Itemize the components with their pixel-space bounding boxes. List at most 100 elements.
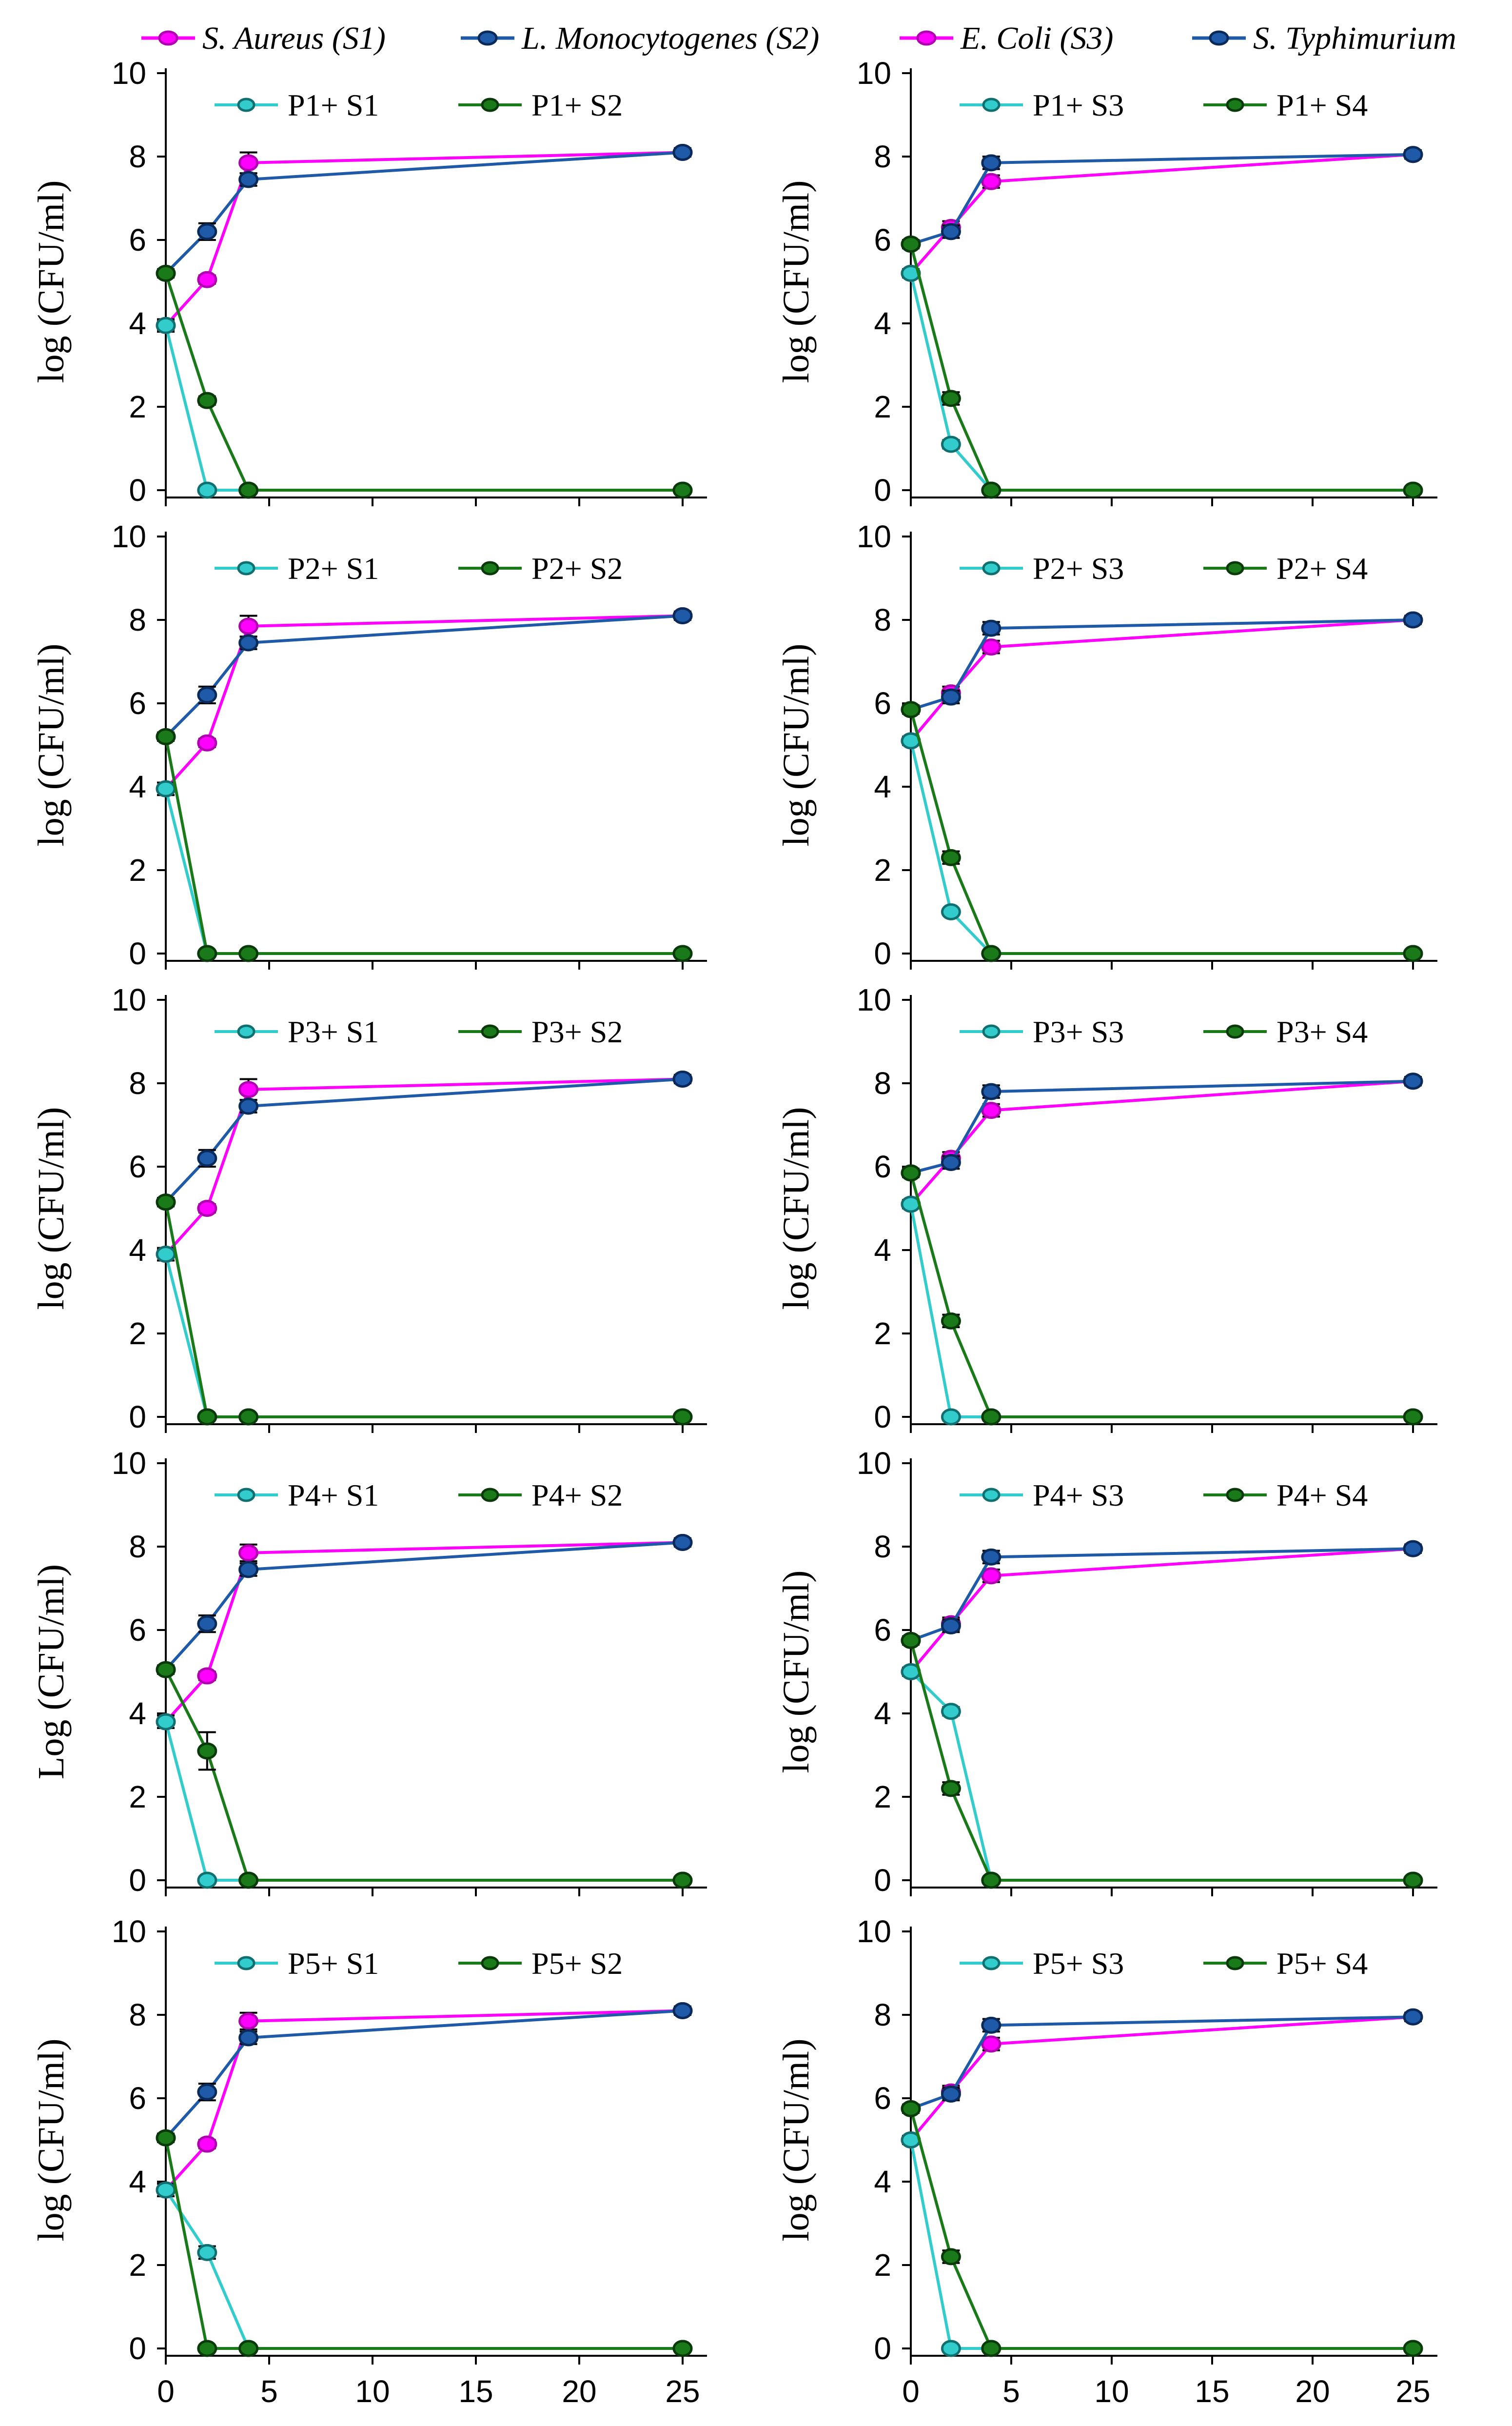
data-point [672,1871,693,1889]
x-tick-label: 0 [902,2374,920,2409]
series-line [164,1721,683,1882]
x-tick-label: 5 [1002,2374,1020,2409]
data-point [238,1081,259,1098]
series-line [164,2137,683,2350]
series-line [164,1541,683,1671]
data-point [197,223,217,240]
data-point [672,143,693,161]
y-tick-label: 2 [129,853,146,888]
panel-legend-marker [982,98,1001,112]
y-axis-label: log (CFU/ml) [31,180,72,383]
data-point [981,1083,1001,1100]
x-tick-label: 25 [665,2374,700,2409]
top-legend-marker [158,30,178,46]
y-tick-label: 2 [874,853,891,888]
y-tick-label: 8 [129,1066,146,1101]
data-point [197,1871,217,1889]
data-point [941,2340,961,2357]
series-line [164,1202,683,1418]
x-tick-label: 10 [355,2374,390,2409]
top-legend-label: S. Aureus (S1) [202,20,386,56]
data-point [941,223,961,240]
panel-legend-marker [481,1488,499,1502]
data-point [156,728,176,745]
data-point [238,1544,259,1562]
series-line [164,788,683,955]
panel-legend-label: P4+ S4 [1276,1478,1368,1512]
data-point [981,945,1001,962]
data-point [981,1548,1001,1566]
x-tick-label: 25 [1395,2374,1430,2409]
y-axis-label: Log (CFU/ml) [31,1564,72,1779]
y-tick-label: 2 [874,2247,891,2283]
data-point [197,1615,217,1632]
y-tick-label: 0 [129,936,146,971]
y-tick-label: 10 [112,982,146,1017]
panel-legend-marker [481,561,499,576]
data-point [981,173,1001,190]
y-tick-label: 2 [129,389,146,424]
top-legend-label: S. Typhimurium [1253,20,1456,56]
data-point [1403,1073,1423,1090]
y-tick-label: 8 [874,1997,891,2032]
panel-legend-label: P3+ S1 [288,1014,379,1049]
panel-legend-label: P3+ S4 [1276,1014,1368,1049]
y-tick-label: 10 [857,1446,891,1481]
data-point [238,171,259,188]
data-point [941,1780,961,1797]
y-axis-label: log (CFU/ml) [31,2039,72,2242]
panel-legend-label: P4+ S2 [531,1478,623,1512]
panel-legend-label: P5+ S2 [531,1946,623,1981]
y-tick-label: 2 [129,2247,146,2283]
y-tick-label: 0 [129,473,146,508]
panel-legend-label: P3+ S2 [531,1014,623,1049]
series-line [164,2009,683,2139]
data-point [238,945,259,962]
chart-panel: 0 2 4 6 8 10 Log (CFU/ml) P4+ S1 P4+ S2 [31,1446,707,1898]
data-point [1403,611,1423,629]
data-point [238,1871,259,1889]
data-point [1403,2008,1423,2026]
top-legend-marker [1209,30,1229,46]
series-line [909,1204,1413,1418]
y-tick-label: 6 [129,222,146,258]
y-tick-label: 8 [129,139,146,174]
panel-legend-label: P4+ S1 [288,1478,379,1512]
y-axis-label: log (CFU/ml) [776,644,817,847]
top-legend: S. Aureus (S1) L. Monocytogenes (S2) E. Co… [141,20,1456,56]
data-point [197,2135,217,2153]
chart-panel: 0 2 4 6 8 10 log (CFU/ml) P3+ S3 P3+ S4 [776,982,1437,1434]
series-line [164,2189,683,2350]
series-line [909,1547,1414,1673]
data-point [197,734,217,752]
panel-legend-label: P2+ S2 [531,551,623,586]
y-tick-label: 2 [129,1316,146,1351]
y-tick-label: 4 [874,2164,891,2199]
data-point [672,945,693,962]
data-point [981,1871,1001,1889]
y-tick-label: 0 [129,1399,146,1434]
panel-legend-label: P2+ S1 [288,551,379,586]
y-tick-label: 2 [874,1316,891,1351]
panel-legend-label: P1+ S1 [288,88,379,122]
y-tick-label: 8 [129,602,146,637]
y-tick-label: 6 [874,686,891,721]
series-line [164,273,683,492]
data-point [901,1164,921,1182]
series-line [909,1173,1413,1418]
data-point [981,481,1001,499]
y-tick-label: 8 [129,1997,146,2032]
data-point [197,392,217,409]
series-line [909,1640,1413,1882]
series-line [164,2009,683,2191]
panel-legend-marker [237,1024,255,1039]
y-tick-label: 4 [129,1696,146,1731]
data-point [1403,2340,1423,2357]
panel-legend-label: P5+ S4 [1276,1946,1368,1981]
y-tick-label: 6 [874,2081,891,2116]
data-point [238,2012,259,2030]
panel-legend-marker [481,98,499,112]
y-axis-label: log (CFU/ml) [776,1107,817,1310]
y-tick-label: 8 [874,1066,891,1101]
